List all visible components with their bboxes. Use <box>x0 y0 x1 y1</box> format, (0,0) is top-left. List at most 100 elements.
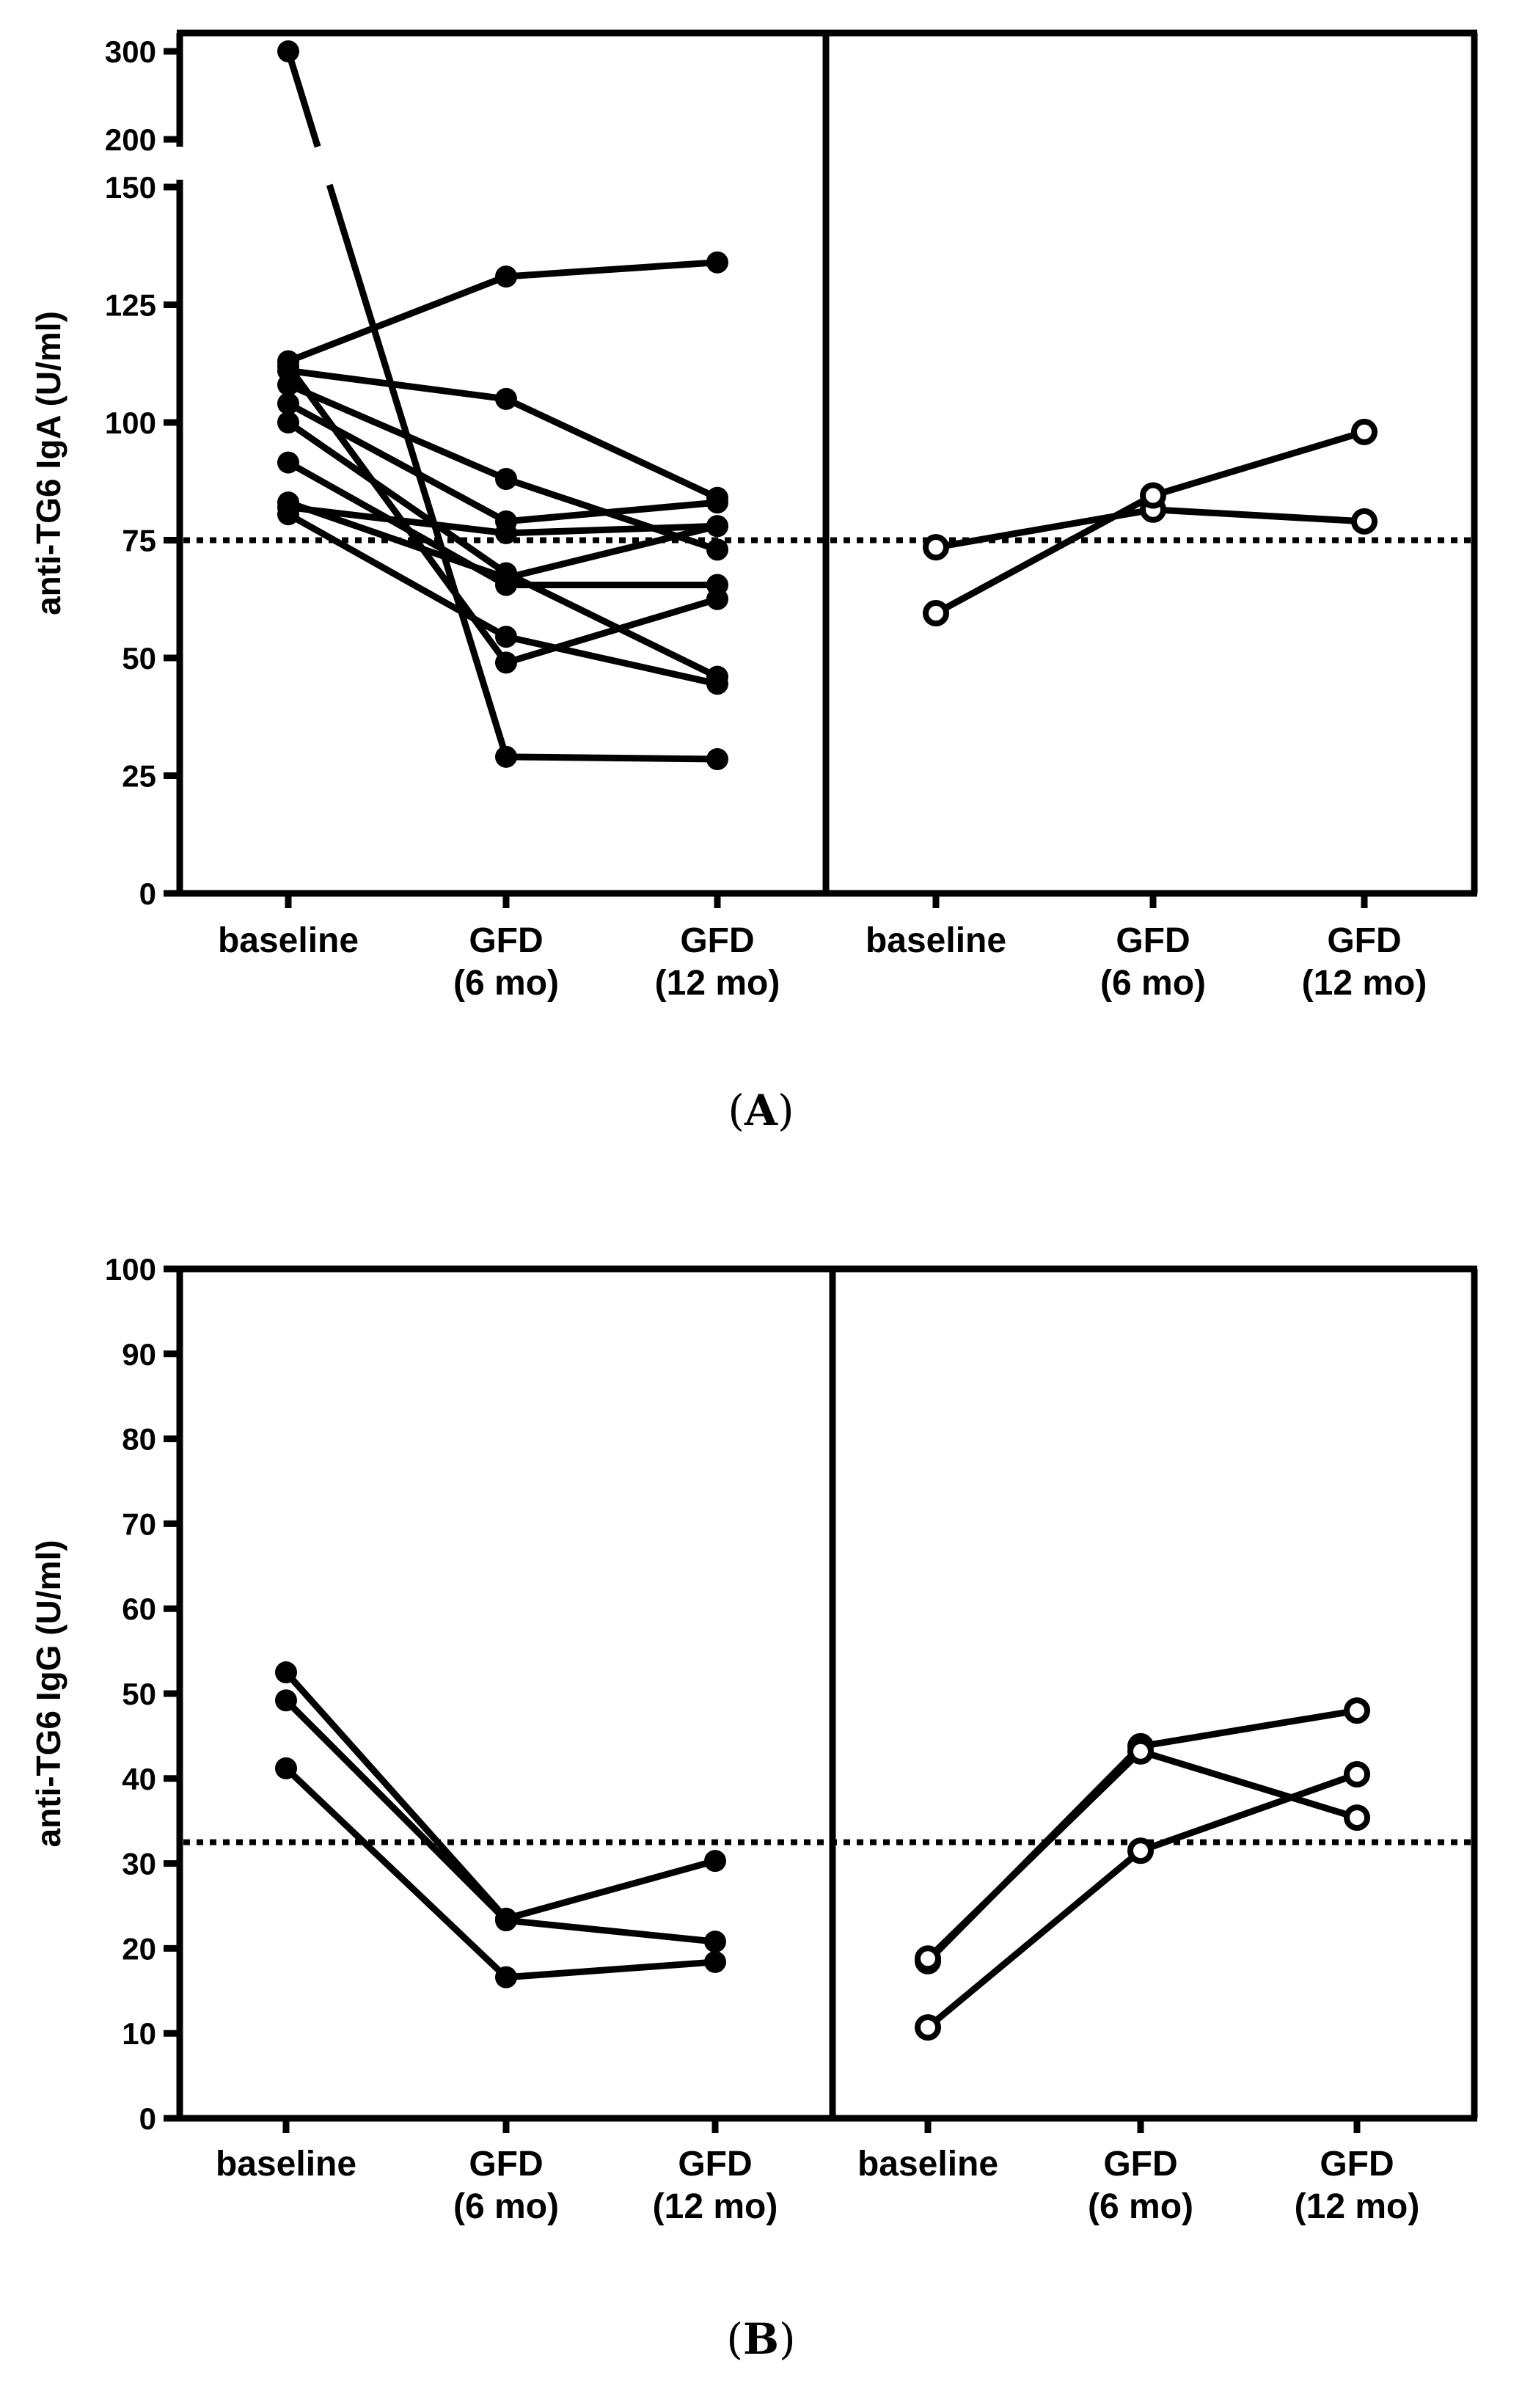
series-line <box>288 367 507 403</box>
series-line <box>925 1749 1144 1961</box>
panel-label-a: (A) <box>728 1086 794 1135</box>
y-tick-label: 50 <box>122 641 156 676</box>
data-point <box>1344 1697 1370 1724</box>
y-tick-label: 90 <box>122 1337 156 1372</box>
x-category-label: GFD <box>680 921 754 960</box>
y-tick-label: 0 <box>139 877 156 911</box>
x-category-label: GFD <box>1327 921 1401 960</box>
data-point <box>495 566 517 589</box>
y-tick-label-upper: 300 <box>105 34 156 69</box>
x-category-label: GFD <box>469 2145 543 2184</box>
data-point <box>495 626 517 648</box>
series-line <box>286 420 508 577</box>
series-line <box>505 499 718 525</box>
data-point <box>1351 418 1378 445</box>
panel-label-b-text: B <box>742 2314 780 2364</box>
data-point <box>923 534 949 561</box>
chart-panel-a: 0 25 50 75 100 125 150 200 300 anti-TG6 IgA (U/ml… <box>29 29 1478 1003</box>
x-category-label: (6 mo) <box>453 2187 559 2226</box>
y-tick-label: 150 <box>105 170 156 205</box>
data-point <box>495 745 517 768</box>
y-tick-label: 40 <box>122 1762 156 1796</box>
y-tick-label: 60 <box>122 1592 156 1626</box>
data-point <box>1127 1738 1154 1765</box>
data-point <box>706 673 728 695</box>
data-point <box>704 1931 726 1953</box>
data-point <box>277 503 299 526</box>
x-category-label: GFD <box>469 921 543 960</box>
series-line <box>285 50 321 148</box>
series-line <box>505 1958 716 1981</box>
series-line <box>505 522 719 582</box>
series-line <box>1140 1707 1358 1750</box>
y-tick-label: 100 <box>105 406 156 440</box>
x-category-label: GFD <box>678 2145 752 2184</box>
series-line <box>505 753 718 763</box>
series-line <box>287 381 508 483</box>
x-category-label: (6 mo) <box>1100 964 1206 1003</box>
data-point <box>495 265 517 288</box>
data-point <box>495 1966 517 1988</box>
data-point <box>495 522 517 544</box>
data-point <box>704 1850 726 1873</box>
chart-panel-b: 0 10 20 30 40 50 60 70 80 90 100 anti-TG6 IgG (U/ml… <box>29 1252 1478 2226</box>
series-line <box>505 522 718 537</box>
series-line <box>287 273 508 365</box>
y-axis-title: anti-TG6 IgG (U/ml) <box>29 1540 67 1847</box>
data-point <box>1351 508 1378 535</box>
series-line <box>288 504 507 537</box>
x-category-label: (12 mo) <box>653 2187 778 2226</box>
data-point <box>495 651 517 674</box>
data-point <box>495 468 517 491</box>
data-point <box>1344 1804 1370 1831</box>
data-point <box>277 354 299 377</box>
data-point <box>706 588 728 610</box>
x-category-label: baseline <box>216 2145 356 2184</box>
y-tick-label: 75 <box>122 524 156 558</box>
y-tick-label: 80 <box>122 1422 156 1457</box>
series-line <box>1152 428 1366 499</box>
series-line <box>505 1917 716 1945</box>
series-line <box>287 499 508 582</box>
series-line <box>934 492 1155 616</box>
y-tick-label: 20 <box>122 1931 156 1966</box>
series-line <box>505 259 718 280</box>
y-tick-label: 25 <box>122 759 156 794</box>
data-point <box>706 538 728 561</box>
data-point <box>275 1661 297 1684</box>
data-point <box>915 1945 941 1972</box>
x-category-label: (6 mo) <box>453 964 559 1003</box>
data-point <box>277 40 299 62</box>
series-line <box>1152 506 1365 525</box>
series-line <box>283 1765 509 1980</box>
series-line <box>1139 1771 1358 1854</box>
y-axis-title: anti-TG6 IgA (U/ml) <box>29 311 67 615</box>
panel-label-b: (B) <box>726 2314 796 2364</box>
y-tick-label: 30 <box>122 1847 156 1881</box>
panel-label-a-text: A <box>744 1086 778 1135</box>
data-point <box>277 451 299 474</box>
data-point <box>495 387 517 410</box>
data-point <box>1127 1837 1154 1864</box>
data-point <box>277 392 299 415</box>
data-point <box>706 748 728 771</box>
series-line <box>283 1698 509 1923</box>
series-line <box>926 1848 1143 2030</box>
data-point <box>1344 1761 1370 1788</box>
x-category-label: GFD <box>1320 2145 1394 2184</box>
y-tick-label-upper: 200 <box>105 122 156 157</box>
data-point <box>275 1689 297 1712</box>
y-tick-label: 70 <box>122 1507 156 1541</box>
data-point <box>275 1757 297 1779</box>
y-tick-label: 0 <box>139 2101 156 2136</box>
series-line <box>505 633 718 687</box>
x-category-label: baseline <box>866 921 1006 960</box>
x-category-label: (12 mo) <box>1295 2187 1420 2226</box>
series-line <box>505 570 719 680</box>
data-point <box>915 2014 941 2041</box>
data-point <box>706 515 728 538</box>
series-line <box>1139 1748 1358 1821</box>
series-line <box>505 1857 717 1922</box>
data-point <box>277 411 299 433</box>
